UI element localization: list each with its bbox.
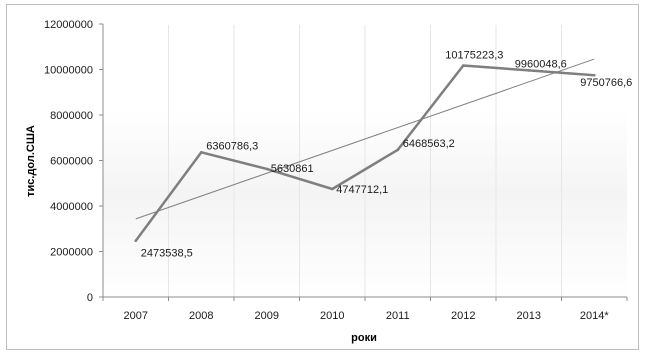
x-tick-label: 2009 <box>255 310 279 322</box>
trendline-group <box>135 58 595 220</box>
x-axis-title: роки <box>351 332 377 344</box>
data-label: 9750766,6 <box>580 77 632 89</box>
y-tick-label: 6000000 <box>50 156 93 168</box>
data-point <box>330 187 334 191</box>
data-label: 5630861 <box>271 163 314 175</box>
data-point <box>134 239 138 243</box>
x-tick-label: 2013 <box>517 310 541 322</box>
y-axis-title: тис.дол.США <box>25 125 37 197</box>
y-tick-label: 12000000 <box>44 19 93 31</box>
trendline <box>135 58 595 220</box>
data-label: 2473538,5 <box>141 248 193 260</box>
series-line <box>134 64 596 242</box>
x-tick-label: 2008 <box>189 310 213 322</box>
x-tick-label: 2011 <box>386 310 410 322</box>
y-tick-label: 0 <box>87 292 93 304</box>
x-tick-label: 2010 <box>320 310 344 322</box>
y-tick-label: 4000000 <box>50 201 93 213</box>
data-point <box>265 167 269 171</box>
series-group <box>134 64 596 243</box>
x-tick-label: 2012 <box>451 310 475 322</box>
y-tick-label: 8000000 <box>50 110 93 122</box>
data-label: 4747712,1 <box>336 184 388 196</box>
data-point <box>199 150 203 154</box>
data-point <box>396 148 400 152</box>
y-tick-label: 10000000 <box>44 65 93 77</box>
x-tick-label: 2014* <box>580 310 609 322</box>
axes <box>99 23 628 301</box>
data-label: 9960048,6 <box>515 58 567 70</box>
tick-labels: 0 2000000 4000000 6000000 8000000 10000000 120… <box>44 19 609 322</box>
data-point <box>527 69 531 72</box>
data-label: 10175223,3 <box>445 50 503 62</box>
y-tick-label: 2000000 <box>50 247 93 259</box>
data-label: 6360786,3 <box>206 140 258 152</box>
data-point <box>592 73 596 77</box>
data-point <box>461 64 465 67</box>
data-label: 6468563,2 <box>403 138 455 150</box>
data-labels: 2473538,5 6360786,3 5630861 4747712,1 646856… <box>141 50 633 260</box>
x-tick-label: 2007 <box>124 310 148 322</box>
